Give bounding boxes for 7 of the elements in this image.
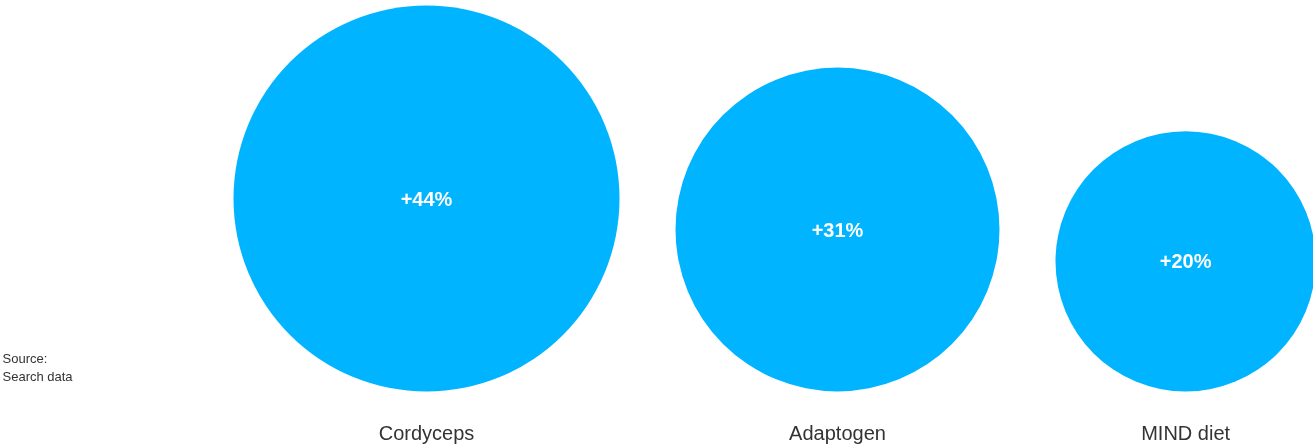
source-note: Source: Search data xyxy=(2,350,74,384)
category-label: MIND diet xyxy=(1141,421,1231,444)
data-label: +20% xyxy=(1159,250,1212,273)
data-label: +31% xyxy=(811,218,864,241)
category-label: Adaptogen xyxy=(789,421,886,444)
data-label: +44% xyxy=(400,187,453,210)
category-label: Cordyceps xyxy=(378,421,475,444)
